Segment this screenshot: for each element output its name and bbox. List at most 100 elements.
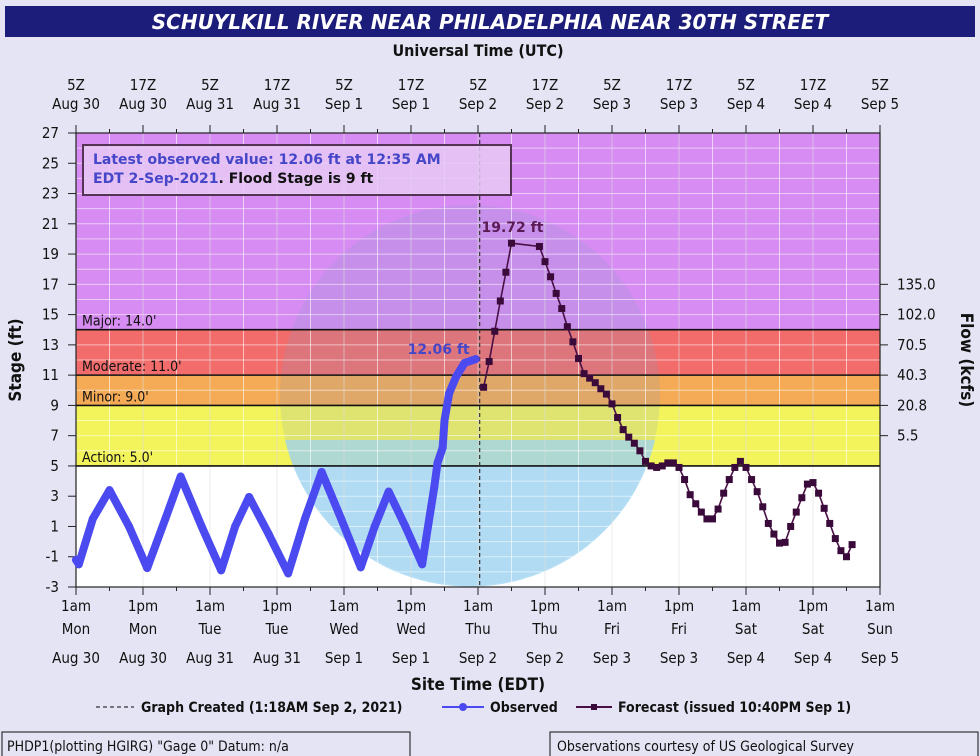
- top-tick-utc: 5Z: [67, 76, 85, 94]
- observed-point: [264, 530, 273, 539]
- top-tick-date: Aug 31: [253, 95, 301, 113]
- top-tick-date: Sep 1: [325, 95, 363, 113]
- observed-point: [445, 389, 454, 398]
- bottom-tick-date: Aug 31: [253, 649, 301, 667]
- top-tick-date: Aug 31: [186, 95, 234, 113]
- observed-point: [300, 514, 309, 523]
- observed-point: [245, 492, 254, 501]
- observed-point: [88, 514, 97, 523]
- bottom-tick-day: Fri: [671, 620, 687, 638]
- y-tick-label: 5: [50, 457, 59, 475]
- observed-point: [284, 569, 293, 578]
- footer-right-box: [549, 731, 979, 756]
- y-tick-label: 17: [42, 275, 59, 293]
- observed-point: [356, 563, 365, 572]
- forecast-point: [792, 508, 800, 516]
- top-tick-date: Sep 1: [392, 95, 430, 113]
- forecast-point: [709, 515, 716, 523]
- y2-axis-label: Flow (kcfs): [956, 313, 976, 408]
- observed-point: [370, 522, 379, 531]
- footer-left: PHDP1(plotting HGIRG) "Gage 0" Datum: n/…: [7, 739, 289, 755]
- y-tick-label: 7: [50, 427, 59, 445]
- forecast-point: [619, 426, 627, 434]
- peak-label: 19.72 ft: [482, 220, 544, 236]
- flood-label-minor: Minor: 9.0': [82, 389, 149, 405]
- info-line-1: Latest observed value: 12.06 ft at 12:35…: [93, 152, 441, 168]
- forecast-point: [787, 522, 795, 530]
- y-tick-label: -1: [46, 548, 59, 566]
- legend-observed: Observed: [490, 700, 558, 716]
- observed-point: [433, 458, 442, 467]
- forecast-point: [848, 541, 856, 549]
- observed-point: [317, 467, 326, 476]
- forecast-point: [569, 338, 577, 346]
- top-tick-date: Sep 4: [794, 95, 832, 113]
- forecast-point: [731, 463, 739, 471]
- latest-observed-label: 12.06 ft: [408, 342, 470, 358]
- info-date: EDT 2-Sep-2021: [93, 171, 219, 187]
- plot-area: Major: 14.0' Moderate: 11.0' Minor: 9.0' Ac…: [42, 76, 936, 667]
- forecast-point: [552, 289, 560, 297]
- observed-point: [471, 355, 480, 364]
- observed-point: [74, 560, 83, 569]
- forecast-point: [725, 476, 733, 484]
- forecast-point: [636, 447, 644, 455]
- bottom-tick-date: Sep 1: [392, 649, 430, 667]
- top-tick-utc: 17Z: [264, 76, 290, 94]
- y-tick-label: 27: [42, 124, 59, 142]
- forecast-point: [815, 489, 823, 497]
- top-tick-date: Sep 3: [660, 95, 698, 113]
- forecast-point: [496, 297, 504, 305]
- y-tick-label: 21: [42, 215, 59, 233]
- forecast-point: [692, 500, 700, 508]
- bottom-tick-day: Mon: [62, 620, 90, 638]
- legend-created: Graph Created (1:18AM Sep 2, 2021): [141, 700, 402, 716]
- bottom-tick-time: 1pm: [396, 597, 426, 615]
- observed-point: [452, 372, 461, 381]
- bottom-tick-day: Tue: [198, 620, 222, 638]
- legend-observed-marker: [459, 703, 467, 711]
- flow-tick-label: 40.3: [897, 366, 927, 384]
- bottom-tick-date: Sep 5: [861, 649, 899, 667]
- forecast-point: [508, 239, 515, 247]
- observed-point: [197, 522, 206, 531]
- forecast-point: [597, 385, 605, 393]
- bottom-tick-date: Sep 4: [727, 649, 765, 667]
- flow-tick-label: 20.8: [897, 396, 927, 414]
- forecast-point: [759, 503, 767, 511]
- top-tick-utc: 17Z: [532, 76, 558, 94]
- forecast-point: [480, 383, 488, 391]
- bottom-tick-time: 1pm: [128, 597, 158, 615]
- y-tick-label: 9: [50, 396, 59, 414]
- forecast-point: [742, 463, 750, 471]
- top-tick-utc: 5Z: [469, 76, 487, 94]
- observed-point: [384, 487, 393, 496]
- forecast-point: [803, 480, 811, 488]
- forecast-point: [485, 358, 493, 366]
- observed-point: [105, 486, 114, 495]
- forecast-point: [625, 433, 633, 441]
- bottom-tick-day: Fri: [604, 620, 620, 638]
- forecast-point: [502, 268, 510, 276]
- observed-point: [401, 522, 410, 531]
- bottom-tick-date: Sep 2: [459, 649, 497, 667]
- x-axis-label: Site Time (EDT): [411, 675, 545, 695]
- forecast-point: [541, 258, 549, 266]
- top-tick-date: Sep 4: [727, 95, 765, 113]
- flood-label-moderate: Moderate: 11.0': [82, 359, 182, 375]
- bottom-tick-day: Sun: [867, 620, 893, 638]
- forecast-point: [736, 457, 744, 465]
- forecast-point: [558, 305, 566, 313]
- legend-forecast: Forecast (issued 10:40PM Sep 1): [618, 700, 851, 716]
- top-tick-utc: 17Z: [666, 76, 692, 94]
- forecast-point: [714, 505, 722, 513]
- y-tick-label: 23: [42, 185, 59, 203]
- forecast-point: [675, 463, 683, 471]
- bottom-tick-day: Wed: [329, 620, 358, 638]
- y-tick-label: 19: [42, 245, 59, 263]
- forecast-point: [703, 515, 711, 523]
- top-tick-date: Aug 30: [119, 95, 167, 113]
- bottom-tick-date: Sep 3: [660, 649, 698, 667]
- info-line-2: EDT 2-Sep-2021. Flood Stage is 9 ft: [93, 171, 374, 187]
